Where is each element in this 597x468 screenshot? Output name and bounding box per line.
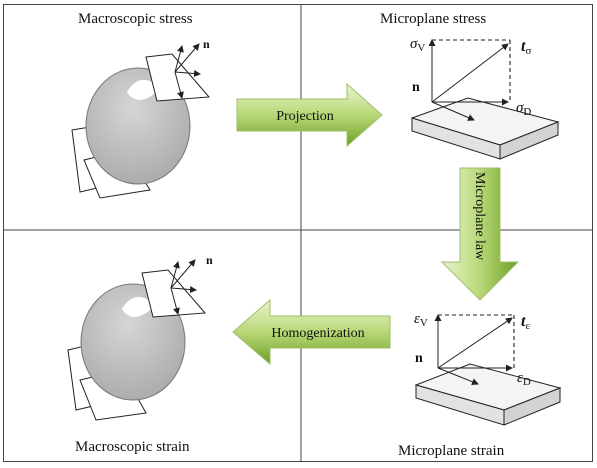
volumetric-stress-label: σV xyxy=(410,36,425,54)
deviatoric-stress-label: σD xyxy=(516,100,531,118)
inplane-vector xyxy=(437,367,479,386)
traction-stress-label: tσ xyxy=(521,38,531,57)
normal-label: n xyxy=(206,253,213,267)
micro-strain-title: Microplane strain xyxy=(398,443,505,459)
traction-vector xyxy=(170,261,180,289)
normal-label: n xyxy=(412,80,420,95)
plate-right-side xyxy=(499,121,559,160)
microplane-front xyxy=(145,53,211,102)
normal-vector xyxy=(170,259,196,289)
normal-vector xyxy=(174,43,200,73)
sphere-highlight xyxy=(127,79,160,100)
projection-label: Projection xyxy=(276,109,334,124)
macro-stress-sphere-group: n xyxy=(71,37,211,199)
inplane-vector xyxy=(174,70,201,78)
macro-stress-title: Macroscopic stress xyxy=(78,11,193,27)
micro-stress-title: Microplane stress xyxy=(380,11,486,27)
volumetric-strain-label: εV xyxy=(414,311,428,329)
traction-vector xyxy=(437,317,513,369)
plate-right-side xyxy=(503,387,561,426)
macro-strain-sphere-group: n xyxy=(67,253,213,421)
traction-strain-label: tε xyxy=(521,313,530,332)
normal-label: n xyxy=(415,351,423,366)
microplane-front xyxy=(141,269,207,318)
microplane-law-label: Microplane law xyxy=(472,172,487,261)
inplane-vector xyxy=(170,286,197,294)
tangent-vector xyxy=(170,287,180,315)
sphere-highlight xyxy=(122,296,155,317)
macro-strain-title: Macroscopic strain xyxy=(75,439,190,455)
tangent-vector xyxy=(174,71,184,99)
frame-border xyxy=(3,4,593,462)
traction-vector xyxy=(431,43,509,103)
micro-stress-plate-group: σV n tσ σD xyxy=(410,36,560,160)
microplane-law-arrow: Microplane law xyxy=(440,167,520,301)
homogenization-label: Homogenization xyxy=(271,326,364,341)
normal-label: n xyxy=(203,37,210,51)
homogenization-arrow: Homogenization xyxy=(232,298,391,366)
micro-strain-plate-group: εV n tε εD xyxy=(414,311,562,426)
inplane-vector xyxy=(431,101,475,121)
traction-vector xyxy=(174,45,184,73)
projection-arrow: Projection xyxy=(236,82,383,148)
deviatoric-strain-label: εD xyxy=(517,370,531,388)
